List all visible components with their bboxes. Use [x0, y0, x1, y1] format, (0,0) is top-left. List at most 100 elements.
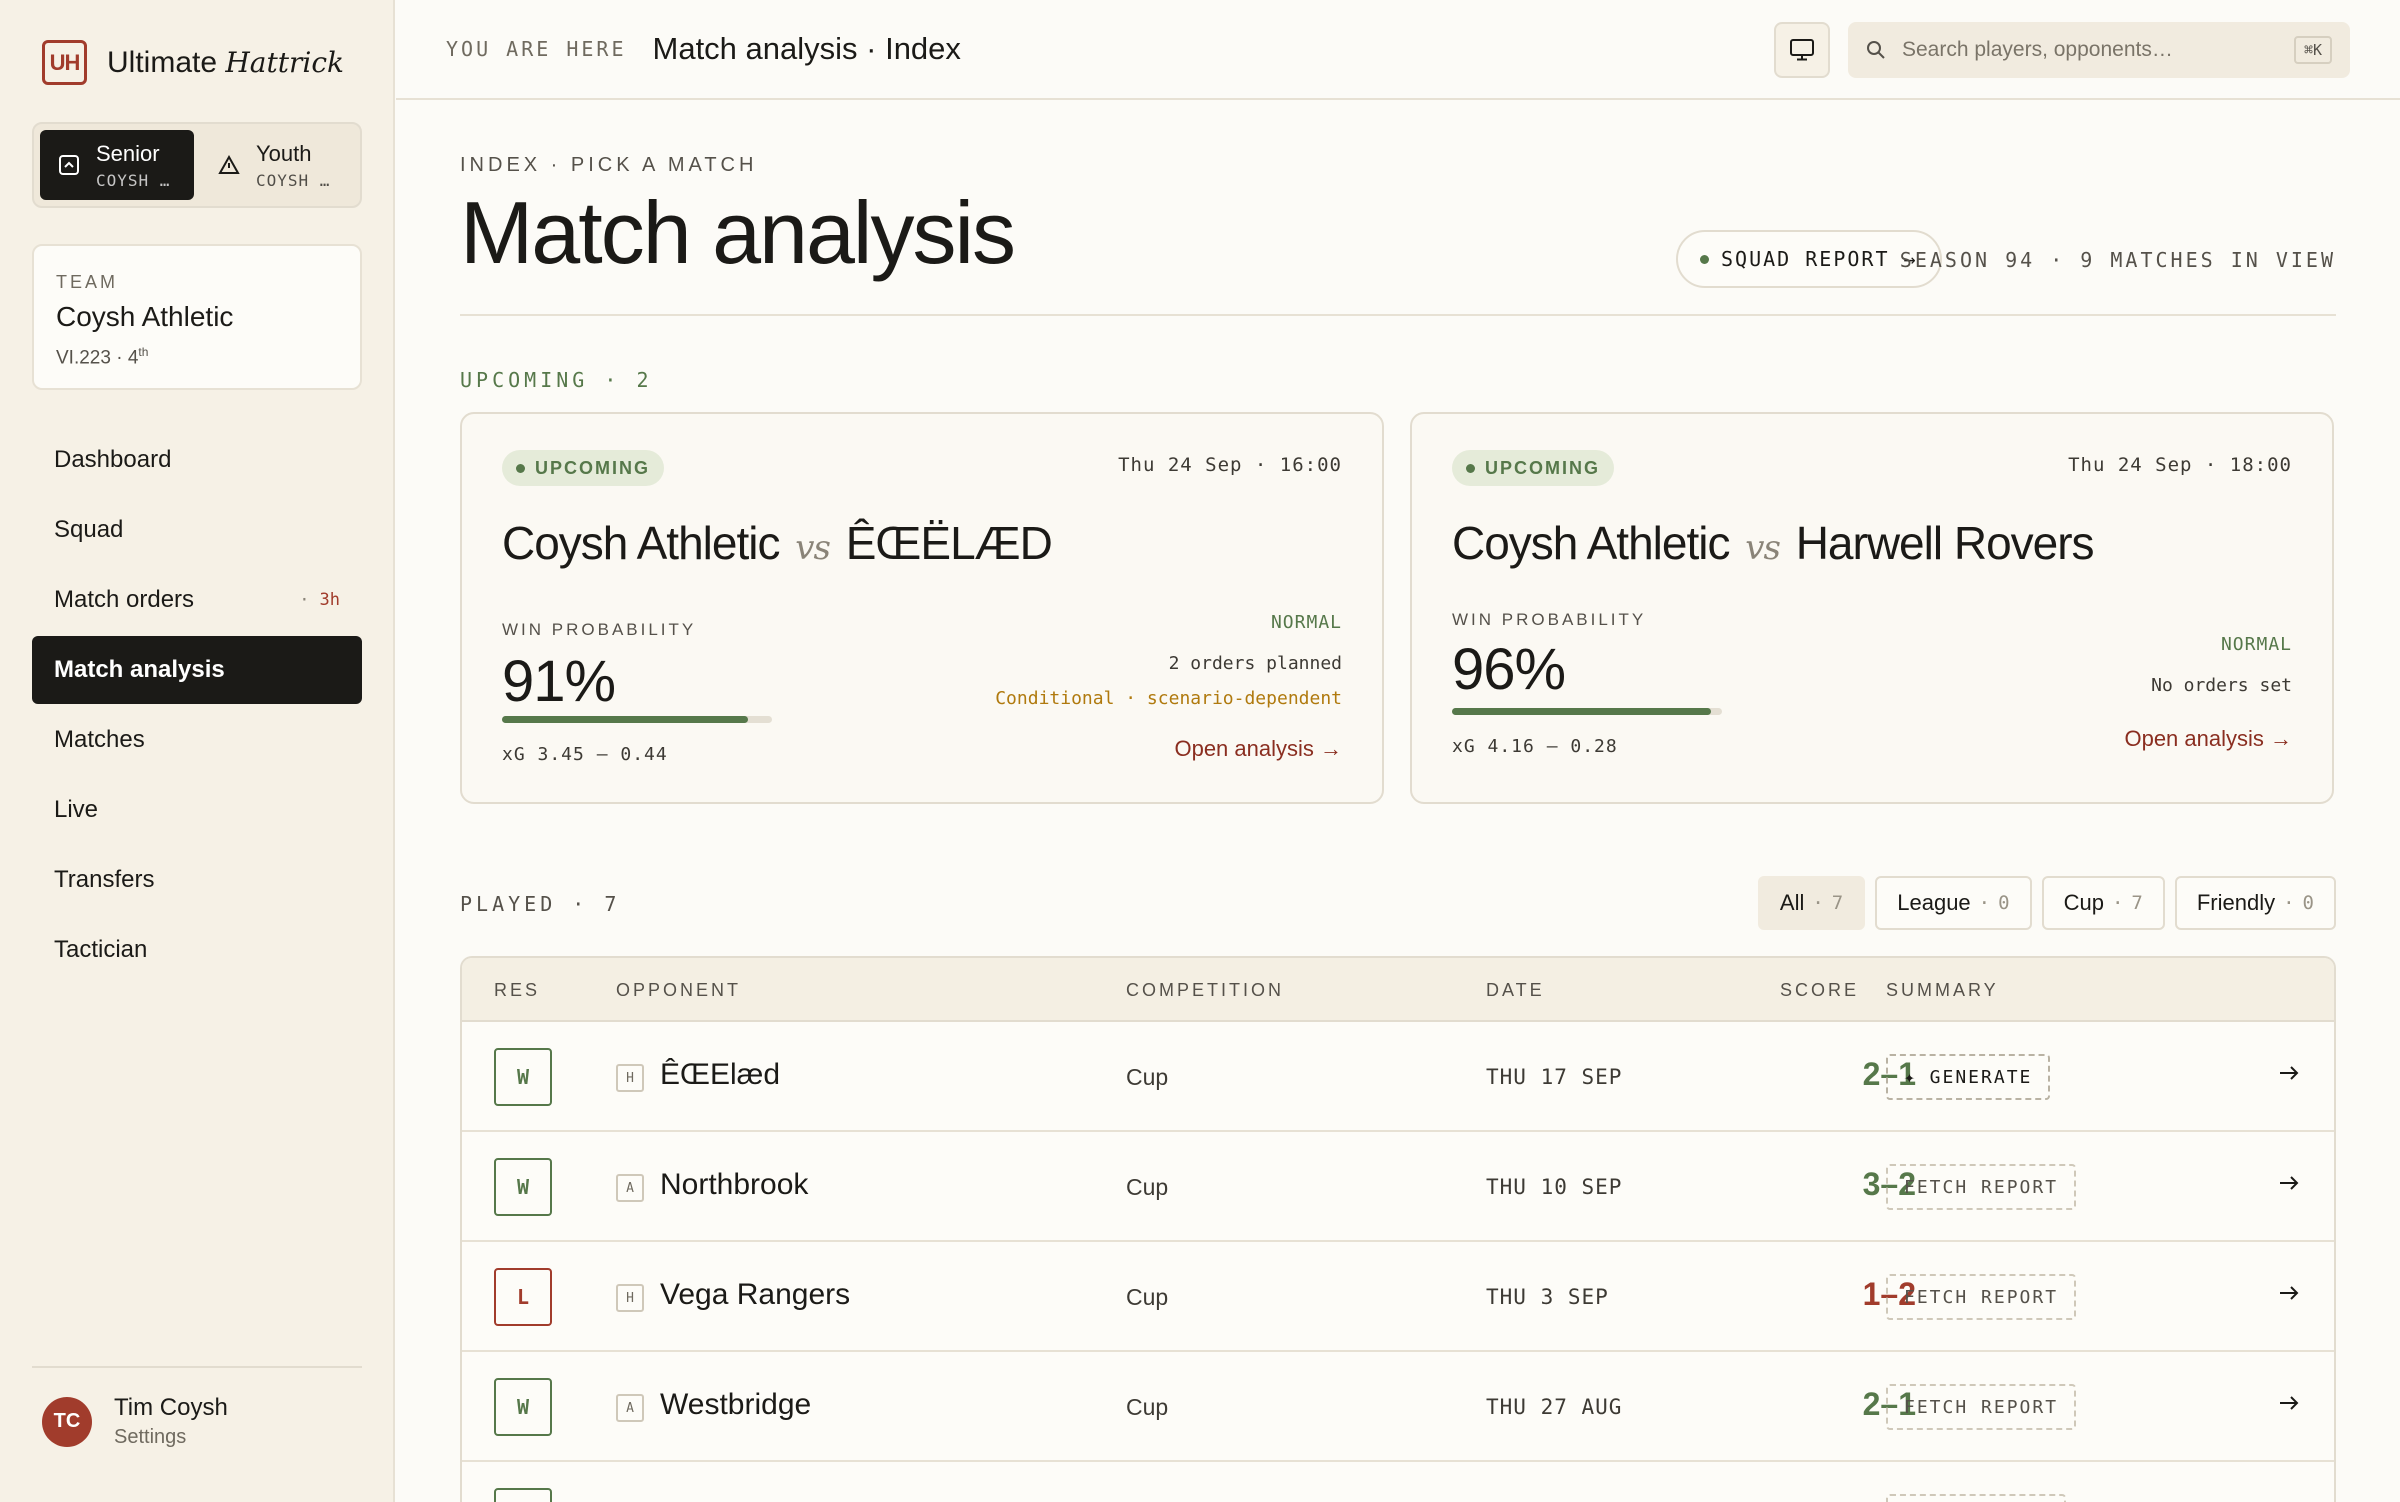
orders-count: No orders set	[2151, 675, 2292, 696]
opponent-name: ÊŒElæd	[660, 1058, 781, 1091]
arrow-right-icon[interactable]	[2276, 1390, 2302, 1416]
breadcrumb-kicker: YOU ARE HERE	[446, 37, 627, 61]
venue-badge: H	[616, 1284, 644, 1312]
column-date[interactable]: DATE	[1486, 980, 1545, 1000]
table-row[interactable]: L H Vega Rangers Cup THU 3 SEP 1–2 FETCH…	[462, 1242, 2334, 1352]
competition: Cup	[1126, 1174, 1169, 1200]
venue-badge: A	[616, 1174, 644, 1202]
venue-badge: A	[616, 1394, 644, 1422]
search-input[interactable]: Search players, opponents… ⌘K	[1848, 22, 2350, 78]
scope-youth-label: Youth	[256, 140, 312, 166]
youth-triangle-icon	[218, 154, 240, 176]
brand-name: Ultimate Hattrick	[107, 45, 344, 79]
win-probability-fill	[1452, 708, 1712, 715]
open-analysis-link[interactable]: Open analysis →	[1174, 736, 1342, 761]
avatar: TC	[42, 1396, 92, 1447]
scope-youth-sub: COYSH …	[256, 170, 331, 190]
orders-note: Conditional · scenario-dependent	[995, 688, 1342, 709]
played-section-label: PLAYED · 7	[460, 892, 621, 916]
sidebar-item-transfers[interactable]: Transfers	[54, 866, 155, 893]
open-analysis-link[interactable]: Open analysis →	[2124, 726, 2292, 751]
scope-switch: Senior COYSH … Youth COYSH …	[32, 122, 362, 208]
venue-badge: H	[616, 1064, 644, 1092]
table-row[interactable]	[462, 1462, 2334, 1502]
sidebar-item-match-orders[interactable]: Match orders · 3h	[54, 586, 340, 613]
win-probability-bar	[502, 716, 772, 723]
column-opponent[interactable]: OPPONENT	[616, 980, 742, 1000]
upcoming-match-card[interactable]: UPCOMING Thu 24 Sep · 18:00 Coysh Athlet…	[1410, 412, 2334, 804]
opponent-name: Northbrook	[660, 1168, 809, 1201]
win-probability-label: WIN PROBABILITY	[502, 620, 697, 639]
column-competition[interactable]: COMPETITION	[1126, 980, 1284, 1000]
brand-logo-icon: UH	[42, 40, 87, 85]
competition-filter: All · 7 League · 0 Cup · 7 Friendly · 0	[1757, 876, 2336, 930]
sidebar-item-live[interactable]: Live	[54, 796, 99, 823]
expected-goals: xG 4.16 – 0.28	[1452, 736, 1618, 757]
score: 3–2	[1862, 1166, 1916, 1202]
user-block[interactable]: TC Tim Coysh Settings	[32, 1366, 362, 1449]
shortcut-hint: ⌘K	[2293, 36, 2332, 64]
competition: Cup	[1126, 1394, 1169, 1420]
generate-summary-button[interactable]: ✦ GENERATE	[1886, 1054, 2051, 1100]
filter-league[interactable]: League · 0	[1875, 876, 2032, 930]
competition: Cup	[1126, 1064, 1169, 1090]
scope-senior-button[interactable]: Senior COYSH …	[40, 130, 194, 200]
squad-report-button[interactable]: SQUAD REPORT →	[1676, 230, 1942, 288]
filter-all[interactable]: All · 7	[1757, 876, 1866, 930]
column-score[interactable]: SCORE	[1780, 980, 1860, 1000]
topbar: YOU ARE HERE Match analysis · Index Sear…	[396, 0, 2400, 100]
match-date: THU 3 SEP	[1486, 1285, 1609, 1309]
match-date: Thu 24 Sep · 18:00	[2068, 454, 2292, 476]
sidebar-item-squad[interactable]: Squad	[54, 516, 124, 543]
win-probability-bar	[1452, 708, 1722, 715]
sidebar-item-dashboard[interactable]: Dashboard	[54, 446, 172, 473]
result-badge: W	[494, 1048, 552, 1106]
orders-summary: NORMAL No orders set	[2151, 634, 2292, 696]
mode-label: NORMAL	[2220, 634, 2292, 655]
team-name: Coysh Athletic	[56, 301, 234, 332]
upcoming-match-card[interactable]: UPCOMING Thu 24 Sep · 16:00 Coysh Athlet…	[460, 412, 1384, 804]
filter-friendly[interactable]: Friendly · 0	[2174, 876, 2336, 930]
main-content: INDEX · PICK A MATCH Match analysis SQUA…	[460, 100, 2336, 1502]
team-card[interactable]: TEAM Coysh Athletic VI.223 · 4th	[32, 244, 362, 390]
fetch-report-button[interactable]: FETCH REPORT	[1886, 1164, 2077, 1210]
display-mode-button[interactable]	[1774, 22, 1830, 78]
table-row[interactable]: W H ÊŒElæd Cup THU 17 SEP 2–1 ✦ GENERATE	[462, 1022, 2334, 1132]
column-res[interactable]: RES	[494, 980, 541, 1000]
sidebar-item-tactician[interactable]: Tactician	[54, 936, 148, 963]
expected-goals: xG 3.45 – 0.44	[502, 744, 668, 765]
sidebar-nav: Dashboard Squad Match orders · 3h Match a…	[32, 426, 362, 986]
fetch-report-button[interactable]: FETCH REPORT	[1886, 1384, 2077, 1430]
arrow-right-icon[interactable]	[2276, 1280, 2302, 1306]
played-matches-table: RES OPPONENT COMPETITION DATE SCORE SUMM…	[460, 956, 2336, 1502]
win-probability-value: 91%	[502, 649, 616, 714]
result-badge: W	[494, 1378, 552, 1436]
opponent-name: Westbridge	[660, 1388, 812, 1421]
match-date: THU 17 SEP	[1486, 1065, 1623, 1089]
win-probability-fill	[502, 716, 748, 723]
table-row[interactable]: W A Westbridge Cup THU 27 AUG 2–1 FETCH …	[462, 1352, 2334, 1462]
filter-cup[interactable]: Cup · 7	[2041, 876, 2165, 930]
sidebar-item-matches[interactable]: Matches	[54, 726, 145, 753]
arrow-right-icon[interactable]	[2276, 1170, 2302, 1196]
search-placeholder: Search players, opponents…	[1902, 38, 2173, 61]
fetch-report-button[interactable]: FETCH REPORT	[1886, 1274, 2077, 1320]
win-probability-value: 96%	[1452, 637, 1566, 702]
sidebar-item-match-analysis[interactable]: Match analysis	[32, 636, 362, 704]
user-settings-link[interactable]: Settings	[114, 1426, 187, 1448]
brand[interactable]: UH Ultimate Hattrick	[42, 40, 344, 85]
mode-label: NORMAL	[1270, 612, 1342, 633]
arrow-right-icon[interactable]	[2276, 1060, 2302, 1086]
column-summary[interactable]: SUMMARY	[1886, 980, 1999, 1000]
search-icon	[1867, 41, 1885, 59]
score: 1–2	[1862, 1276, 1916, 1312]
table-row[interactable]: W A Northbrook Cup THU 10 SEP 3–2 FETCH …	[462, 1132, 2334, 1242]
match-date: Thu 24 Sep · 16:00	[1118, 454, 1342, 476]
result-badge: L	[494, 1268, 552, 1326]
scope-senior-label: Senior	[96, 140, 160, 166]
status-dot-icon	[1700, 254, 1709, 264]
team-meta: VI.223 · 4th	[56, 345, 149, 369]
scope-youth-button[interactable]: Youth COYSH …	[200, 130, 354, 200]
team-kicker: TEAM	[56, 272, 119, 292]
summary-button[interactable]	[1886, 1494, 2066, 1502]
